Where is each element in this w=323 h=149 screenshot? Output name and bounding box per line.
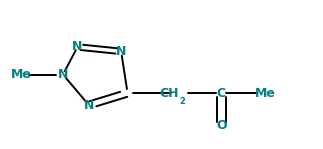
Text: Me: Me — [255, 87, 275, 100]
Text: O: O — [216, 119, 226, 132]
Text: N: N — [58, 68, 68, 81]
Text: Me: Me — [11, 68, 31, 81]
Text: N: N — [84, 98, 94, 112]
Text: 2: 2 — [180, 97, 185, 106]
Text: N: N — [72, 40, 83, 53]
Text: N: N — [116, 45, 126, 58]
Text: CH: CH — [159, 87, 179, 100]
Text: C: C — [217, 87, 226, 100]
